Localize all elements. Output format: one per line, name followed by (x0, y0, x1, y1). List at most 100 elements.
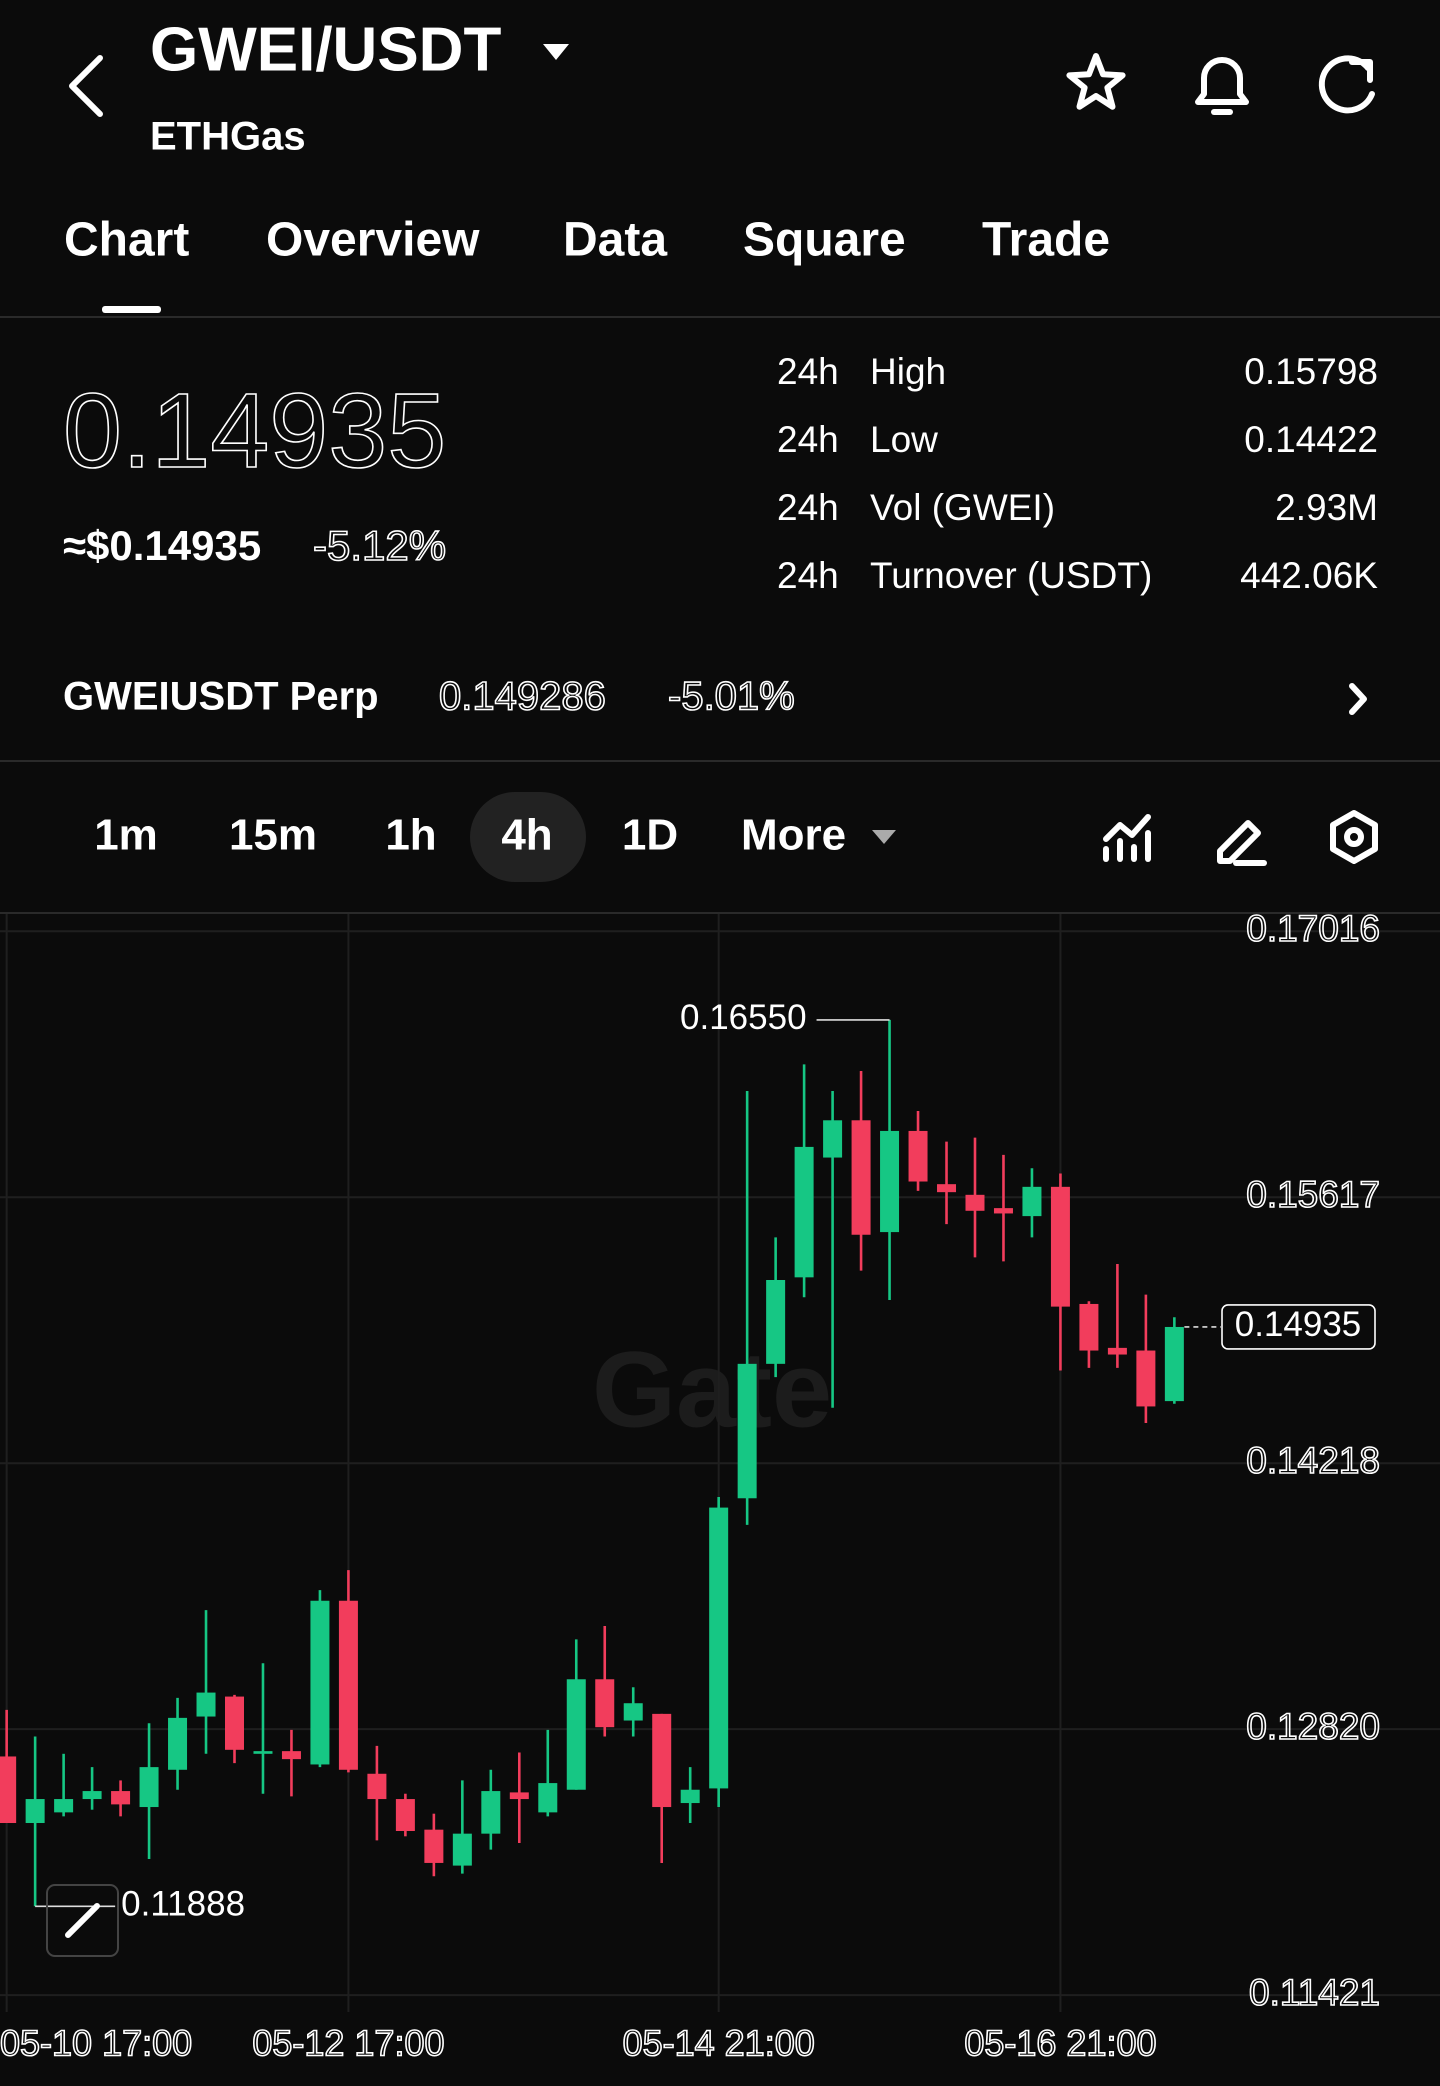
perp-chevron[interactable] (1349, 683, 1367, 715)
interval-option[interactable]: 4h (501, 811, 552, 860)
stat-period: 24h (777, 487, 839, 528)
candle-body (1107, 1347, 1127, 1355)
stats-table: 24h High 0.15798 24h Low 0.14422 24h Vol (GWEI)… (777, 351, 1378, 596)
candle-body (1079, 1303, 1099, 1351)
more-dropdown[interactable] (872, 830, 896, 844)
active-interval-pill (470, 792, 586, 882)
candle-body (139, 1767, 159, 1808)
tab[interactable]: Trade (982, 214, 1110, 267)
x-tick-label: 05-10 17:00 (0, 2023, 192, 2064)
tab[interactable]: Chart (64, 214, 189, 267)
candle-body (652, 1713, 672, 1808)
interval-option[interactable]: 15m (229, 811, 317, 860)
watermark: Gate (592, 1329, 832, 1450)
settings-icon[interactable] (1330, 810, 1378, 864)
bell (1195, 57, 1249, 105)
candle-body (680, 1789, 700, 1804)
candle-body (0, 1756, 17, 1824)
interval-option[interactable]: More (741, 811, 846, 860)
pair-dropdown[interactable] (543, 44, 569, 60)
candle-body (338, 1600, 358, 1770)
candle-body (196, 1692, 216, 1717)
candle-body (794, 1146, 814, 1278)
candle-body (481, 1791, 501, 1834)
expand-button[interactable] (46, 1884, 119, 1957)
candlestick-chart: Gate 0.17016 0.15617 0.14218 0.12820 0.11421… (0, 907, 1440, 2064)
stat-label: Low (870, 419, 938, 460)
pair-title: GWEI/USDT (150, 15, 501, 84)
perp-change: -5.01% (668, 675, 795, 719)
last-price-label: 0.14935 (1235, 1305, 1362, 1344)
price-change: -5.12% (313, 522, 446, 569)
interval-option[interactable]: 1m (94, 811, 158, 860)
y-tick-label: 0.11421 (1249, 1972, 1380, 2013)
y-tick-label: 0.17016 (1246, 908, 1380, 949)
candle-body (965, 1194, 985, 1211)
perp-name[interactable]: GWEIUSDT Perp (63, 675, 379, 719)
favorite-icon[interactable] (1066, 53, 1126, 110)
stat-period: 24h (777, 555, 839, 596)
settings-center (1344, 827, 1364, 847)
y-tick-label: 0.15617 (1246, 1174, 1380, 1215)
interval-option[interactable]: 1D (622, 811, 678, 860)
candle-body (737, 1363, 757, 1499)
refresh-icon[interactable] (1318, 55, 1375, 114)
stat-label: High (870, 351, 946, 392)
low-marker-label: 0.11888 (121, 1885, 245, 1924)
alert-icon[interactable] (1195, 57, 1249, 115)
draw-icon[interactable] (1217, 820, 1267, 866)
pair-subtitle: ETHGas (150, 115, 306, 159)
candle-body (823, 1120, 843, 1158)
settings-hexagon (1330, 810, 1378, 864)
candle-body (1022, 1186, 1042, 1217)
stat-period: 24h (777, 419, 839, 460)
candle-body (880, 1130, 900, 1233)
candle-body (25, 1799, 45, 1824)
stat-value: 442.06K (1240, 555, 1378, 596)
y-tick-label: 0.12820 (1246, 1706, 1380, 1747)
candle-body (566, 1679, 586, 1790)
candle-body (54, 1799, 74, 1813)
indicator-icon[interactable] (1103, 814, 1151, 862)
active-tab-indicator (102, 306, 161, 313)
stat-value: 0.14422 (1244, 419, 1378, 460)
tab-bar: Chart Overview Data Square Trade (64, 214, 1110, 267)
candle-body (1050, 1186, 1070, 1307)
candle-body (424, 1829, 444, 1863)
perp-price: 0.149286 (439, 675, 606, 719)
candle-body (1136, 1350, 1156, 1407)
x-tick-label: 05-12 17:00 (252, 2023, 444, 2064)
interval-bar: 1m 15m 1h 4h 1D More (94, 811, 846, 860)
x-tick-label: 05-16 21:00 (964, 2023, 1156, 2064)
refresh-arrow (1349, 59, 1373, 83)
candle-body (937, 1184, 957, 1193)
candle-body (851, 1120, 871, 1235)
refresh-arc (1318, 55, 1375, 114)
interval-option[interactable]: 1h (385, 811, 436, 860)
candle-body (766, 1280, 786, 1364)
high-marker-label: 0.16550 (680, 998, 807, 1037)
stat-label: Vol (GWEI) (870, 487, 1055, 528)
candle-body (993, 1208, 1013, 1214)
candle-body (82, 1791, 102, 1800)
candle-body (1164, 1326, 1184, 1402)
candle-body (595, 1679, 615, 1728)
last-price-box (1221, 1304, 1376, 1350)
candle-body (395, 1799, 415, 1831)
candle-body (253, 1751, 273, 1754)
x-tick-label: 05-14 21:00 (623, 2023, 815, 2064)
candle-body (452, 1833, 472, 1866)
tab[interactable]: Data (563, 214, 667, 267)
stat-period: 24h (777, 351, 839, 392)
usd-price: ≈$0.14935 (63, 522, 261, 569)
tab[interactable]: Overview (266, 214, 480, 267)
back-button[interactable] (69, 55, 103, 117)
candle-body (111, 1791, 131, 1805)
candle-body (310, 1600, 330, 1765)
candle-body (281, 1751, 301, 1760)
y-tick-label: 0.14218 (1246, 1440, 1380, 1481)
last-price: 0.14935 (63, 372, 446, 490)
tab[interactable]: Square (743, 214, 906, 267)
